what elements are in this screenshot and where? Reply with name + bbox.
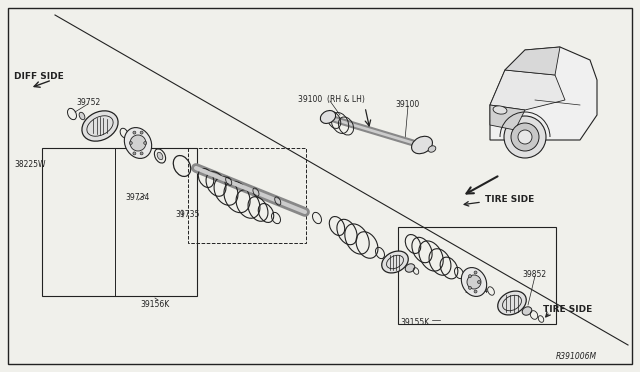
Ellipse shape [461,267,486,296]
Text: 39156K: 39156K [140,300,169,309]
Text: 39100  (RH & LH): 39100 (RH & LH) [298,95,365,104]
Text: 39752: 39752 [76,98,100,107]
Text: 39852: 39852 [522,270,546,279]
Circle shape [468,286,472,289]
Circle shape [129,141,132,144]
Circle shape [144,141,147,144]
Circle shape [130,135,146,151]
Circle shape [474,290,477,293]
Circle shape [477,280,481,283]
Ellipse shape [428,146,436,152]
Circle shape [468,275,472,278]
Polygon shape [490,47,597,140]
Text: DIFF SIDE: DIFF SIDE [14,72,64,81]
Ellipse shape [493,106,507,114]
Text: TIRE SIDE: TIRE SIDE [543,305,592,314]
Text: 38225W: 38225W [14,160,45,169]
Ellipse shape [504,116,546,158]
Ellipse shape [498,291,526,315]
Polygon shape [490,70,565,110]
Ellipse shape [124,128,152,158]
Ellipse shape [522,307,532,315]
Text: 39734: 39734 [125,193,149,202]
Ellipse shape [511,123,539,151]
Text: TIRE SIDE: TIRE SIDE [485,195,534,204]
Ellipse shape [381,251,408,273]
Circle shape [133,152,136,155]
Polygon shape [505,47,560,75]
Ellipse shape [321,110,335,124]
Text: 39234: 39234 [464,286,488,295]
Ellipse shape [82,111,118,141]
Circle shape [474,271,477,274]
Text: R391006M: R391006M [556,352,597,361]
Bar [42,148,197,296]
Ellipse shape [405,264,415,272]
Ellipse shape [412,136,433,154]
Polygon shape [490,105,525,130]
Circle shape [140,152,143,155]
Bar [398,227,556,324]
Text: 39155K: 39155K [400,318,429,327]
Circle shape [133,131,136,134]
Text: 39100: 39100 [395,100,419,109]
Text: 39735: 39735 [175,210,200,219]
Circle shape [140,131,143,134]
Ellipse shape [157,152,163,160]
Circle shape [467,275,481,289]
Ellipse shape [79,112,85,120]
Ellipse shape [518,130,532,144]
Bar [188,148,306,243]
